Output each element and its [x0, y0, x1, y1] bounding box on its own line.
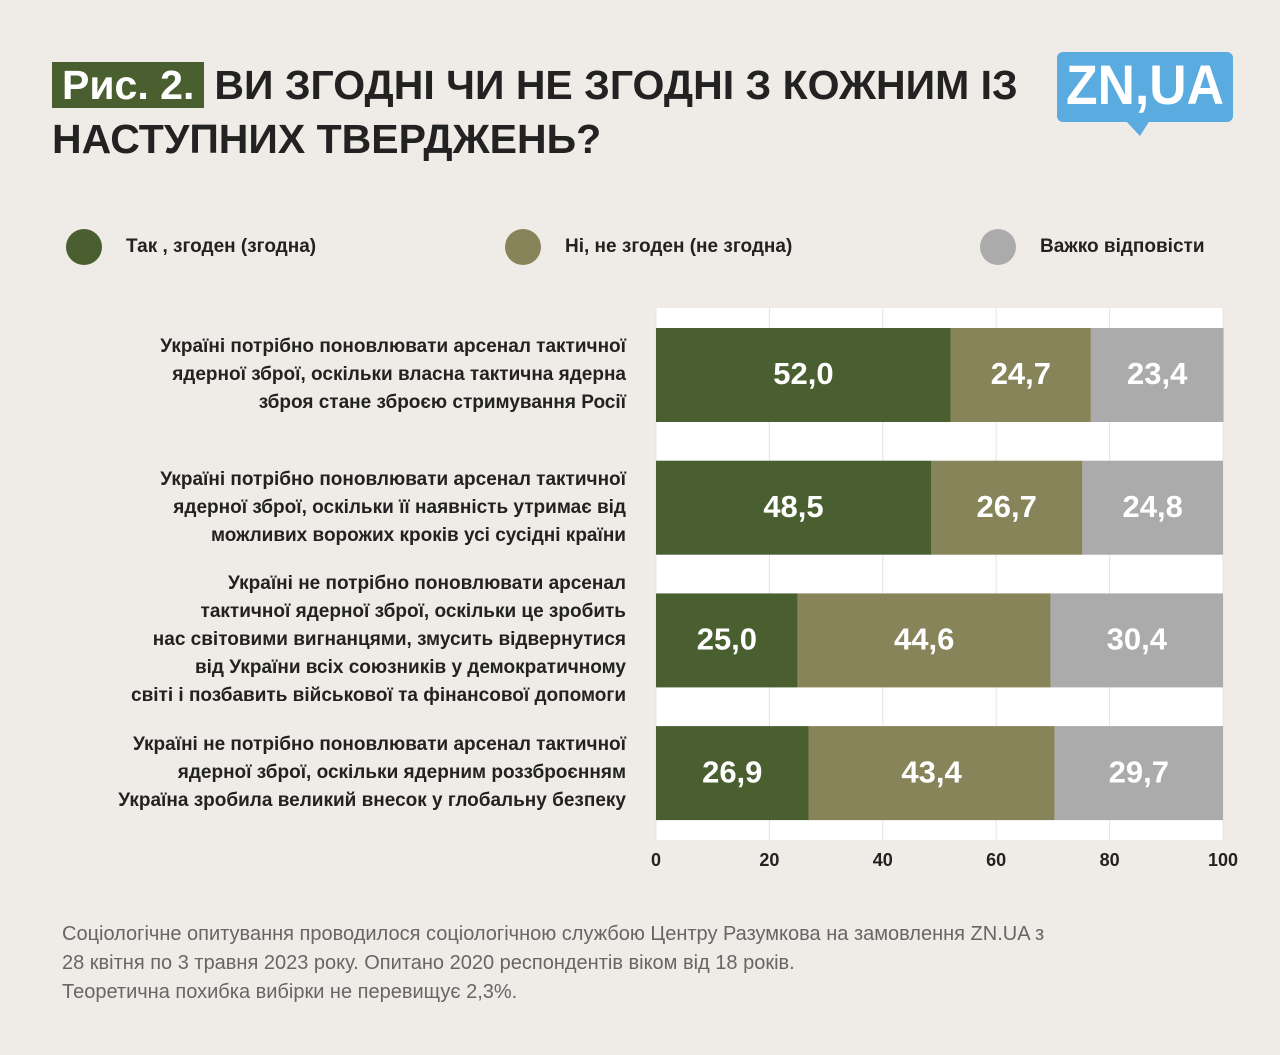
- figure-label: Рис. 2.: [52, 62, 205, 108]
- bar-segment: [656, 460, 931, 555]
- legend-label: Ні, не згоден (не згодна): [565, 236, 792, 257]
- value-label: 25,0: [697, 622, 757, 657]
- bar-segment: [656, 328, 951, 422]
- x-tick-label: 20: [759, 850, 779, 870]
- value-label: 43,4: [901, 754, 962, 789]
- bar-segment: [656, 726, 809, 821]
- logo-tail: [1125, 120, 1150, 136]
- value-label: 52,0: [773, 356, 833, 391]
- bar-segment: [656, 593, 798, 688]
- value-label: 29,7: [1109, 754, 1169, 789]
- title-block: Рис. 2. ВИ ЗГОДНІ ЧИ НЕ ЗГОДНІ З КОЖНИМ І…: [52, 58, 1052, 166]
- category-label: Україні потрібно поновлювати арсенал так…: [160, 468, 626, 546]
- bar-segment: [797, 593, 1051, 688]
- bar-segment: [950, 328, 1091, 422]
- legend-swatch: [980, 229, 1016, 265]
- x-tick-label: 40: [873, 850, 893, 870]
- bar-segment: [1050, 593, 1223, 688]
- x-tick-label: 60: [986, 850, 1006, 870]
- value-label: 26,9: [702, 754, 762, 789]
- logo-box: [1057, 52, 1233, 122]
- chart-title: ВИ ЗГОДНІ ЧИ НЕ ЗГОДНІ З КОЖНИМ ІЗ НАСТУ…: [52, 62, 1018, 162]
- bar-segment: [1082, 460, 1223, 555]
- legend-label: Так , згоден (згодна): [126, 236, 316, 257]
- note: Соціологічне опитування проводилося соці…: [62, 923, 1045, 1003]
- category-label: Україні потрібно поновлювати арсенал так…: [160, 336, 626, 413]
- bar-segment: [1090, 328, 1224, 422]
- bar-segment: [930, 460, 1083, 555]
- value-label: 23,4: [1127, 356, 1188, 391]
- category-label: Україні не потрібно поновлювати арсенал …: [118, 734, 626, 812]
- value-label: 24,7: [991, 356, 1051, 391]
- category-label: Україні не потрібно поновлювати арсенал …: [131, 573, 626, 707]
- value-label: 48,5: [763, 489, 823, 524]
- value-label: 30,4: [1107, 622, 1168, 657]
- logo: ZN,UA: [1066, 53, 1224, 116]
- legend-swatch: [66, 229, 102, 265]
- value-label: 26,7: [977, 489, 1037, 524]
- x-tick-label: 0: [651, 850, 661, 870]
- legend-label: Важко відповісти: [1040, 236, 1205, 257]
- legend-swatch: [505, 229, 541, 265]
- value-label: 44,6: [894, 622, 954, 657]
- value-label: 24,8: [1123, 489, 1183, 524]
- x-tick-label: 80: [1100, 850, 1120, 870]
- bar-segment: [1054, 726, 1223, 821]
- x-tick-label: 100: [1208, 850, 1238, 870]
- bar-segment: [808, 726, 1055, 821]
